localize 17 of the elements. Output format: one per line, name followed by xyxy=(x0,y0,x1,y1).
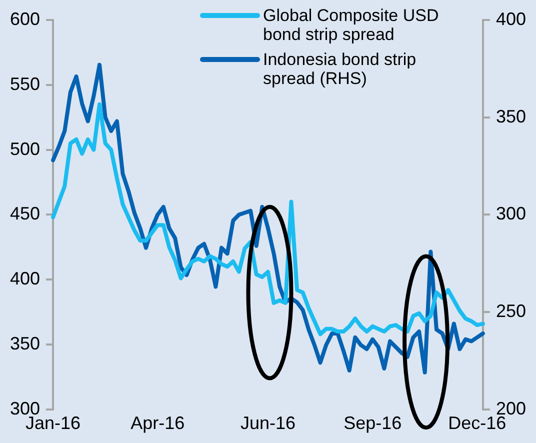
y2-tick-label: 250 xyxy=(496,301,526,322)
y2-tick-label: 300 xyxy=(496,204,526,224)
legend-label: Indonesia bond strip spread (RHS) xyxy=(263,50,418,88)
x-tick-label: Dec-16 xyxy=(448,413,506,434)
x-tick-label: Jan-16 xyxy=(26,413,81,434)
y-tick-label: 500 xyxy=(10,138,40,159)
y2-tick-label: 350 xyxy=(496,106,526,126)
x-tick-label: Sep-16 xyxy=(344,413,402,434)
y-tick-label: 600 xyxy=(10,8,40,29)
x-tick-label: Jun-16 xyxy=(240,413,296,434)
y2-tick-label: 400 xyxy=(496,8,526,29)
y-tick-label: 450 xyxy=(10,204,40,224)
y-tick-label: 350 xyxy=(10,333,40,354)
y-tick-label: 550 xyxy=(10,74,40,94)
y-tick-label: 400 xyxy=(10,268,40,289)
legend-label: Global Composite USD bond strip spread xyxy=(263,6,440,44)
x-tick-label: Apr-16 xyxy=(130,413,185,434)
